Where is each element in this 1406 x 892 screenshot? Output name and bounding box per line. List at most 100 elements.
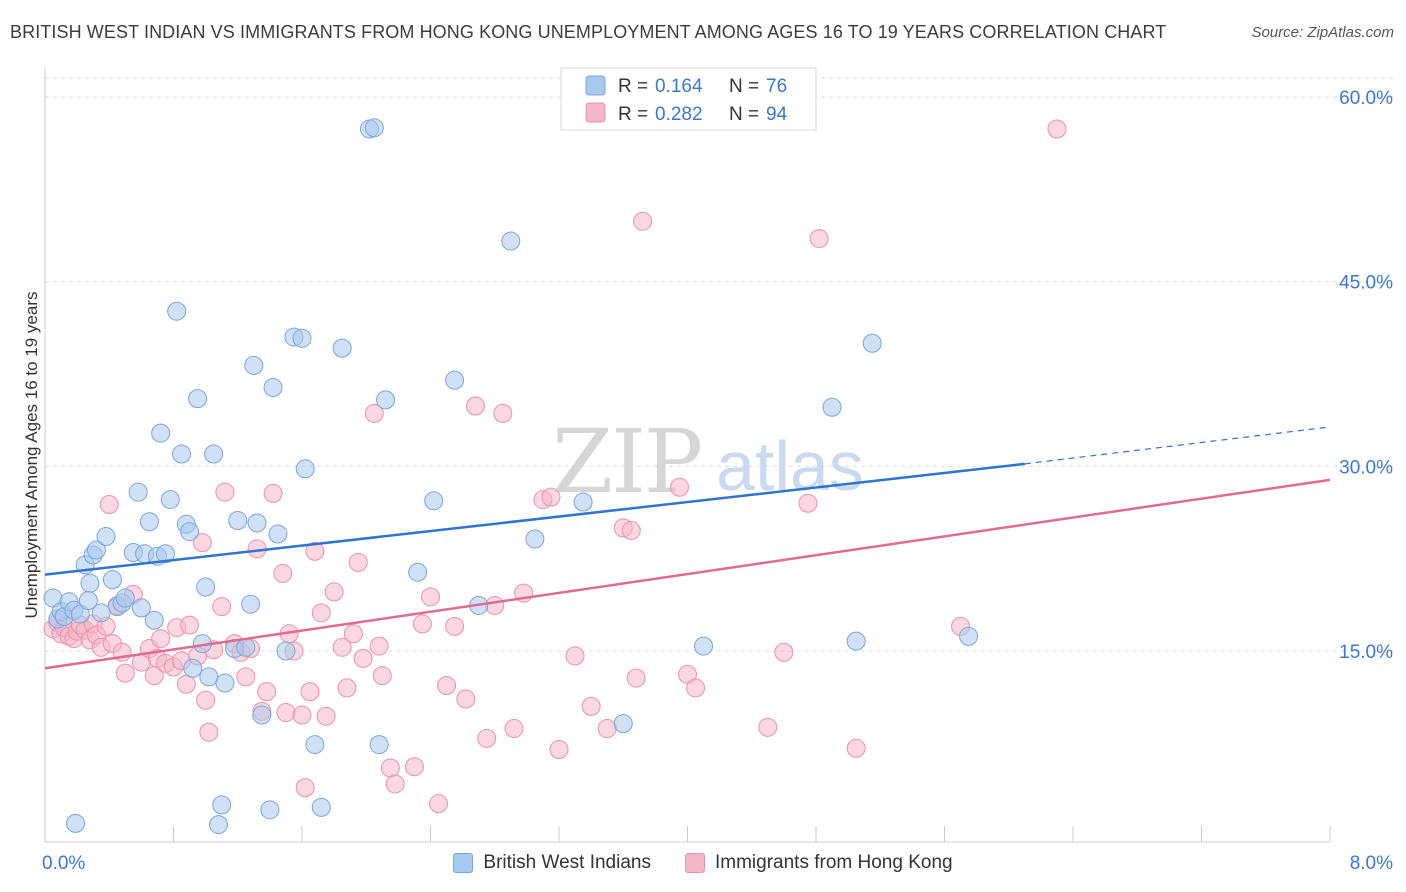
data-point-immigrants-from-hong-kong [337, 678, 357, 698]
x-tick-label-min: 0.0% [42, 853, 85, 874]
data-point-british-west-indians [66, 813, 86, 833]
data-point-immigrants-from-hong-kong [176, 674, 196, 694]
data-point-immigrants-from-hong-kong [809, 229, 829, 249]
legend-swatch-immigrants-from-hong-kong [684, 853, 705, 873]
data-point-british-west-indians [188, 389, 208, 409]
data-point-british-west-indians [613, 714, 633, 734]
watermark: ZIP atlas [552, 410, 864, 513]
data-point-british-west-indians [369, 735, 389, 755]
data-point-immigrants-from-hong-kong [493, 403, 513, 423]
data-point-british-west-indians [167, 301, 187, 321]
legend-label-immigrants-from-hong-kong: Immigrants from Hong Kong [714, 852, 953, 873]
data-point-immigrants-from-hong-kong [774, 642, 794, 662]
data-point-immigrants-from-hong-kong [621, 520, 641, 540]
data-point-british-west-indians [155, 544, 175, 564]
data-point-british-west-indians [180, 522, 200, 542]
legend-n-value-blue: 76 [766, 76, 787, 97]
y-axis-label-group: Unemployment Among Ages 16 to 19 years [22, 292, 41, 619]
series-immigrants-from-hong-kong [43, 119, 1067, 814]
legend-r-value-blue: 0.164 [655, 76, 703, 97]
data-point-immigrants-from-hong-kong [212, 597, 232, 617]
data-point-british-west-indians [96, 527, 116, 547]
data-point-british-west-indians [364, 118, 384, 138]
y-tick-label: 15.0% [1339, 642, 1393, 663]
trend-lines [44, 426, 1331, 670]
data-point-immigrants-from-hong-kong [263, 483, 283, 503]
data-point-immigrants-from-hong-kong [192, 533, 212, 553]
data-point-british-west-indians [525, 529, 545, 549]
trend-line-british-west-indians-extension [1024, 426, 1331, 465]
data-point-immigrants-from-hong-kong [369, 636, 389, 656]
data-point-immigrants-from-hong-kong [151, 629, 171, 649]
data-point-british-west-indians [376, 390, 396, 410]
data-point-british-west-indians [292, 328, 312, 348]
data-point-immigrants-from-hong-kong [292, 705, 312, 725]
source-credit: Source: ZipAtlas.com [1251, 24, 1394, 41]
data-point-immigrants-from-hong-kong [385, 774, 405, 794]
legend-r-label-pink: R = [618, 104, 648, 125]
data-point-immigrants-from-hong-kong [565, 646, 585, 666]
data-point-british-west-indians [151, 423, 171, 443]
data-point-immigrants-from-hong-kong [504, 719, 524, 739]
data-point-british-west-indians [196, 577, 216, 597]
data-point-british-west-indians [862, 333, 882, 353]
data-point-british-west-indians [276, 641, 296, 661]
data-point-immigrants-from-hong-kong [798, 493, 818, 513]
data-point-british-west-indians [236, 637, 256, 657]
data-point-immigrants-from-hong-kong [456, 689, 476, 709]
legend-swatch-british-west-indians [453, 853, 474, 873]
data-point-british-west-indians [91, 603, 111, 623]
data-point-british-west-indians [694, 636, 714, 656]
y-axis-label: Unemployment Among Ages 16 to 19 years [22, 292, 41, 619]
data-point-immigrants-from-hong-kong [549, 739, 569, 759]
data-point-immigrants-from-hong-kong [477, 728, 497, 748]
legend-n-label-blue: N = [729, 76, 759, 97]
data-point-immigrants-from-hong-kong [316, 706, 336, 726]
data-point-british-west-indians [305, 735, 325, 755]
data-point-british-west-indians [199, 667, 219, 687]
legend-swatch-blue [585, 75, 606, 96]
data-point-british-west-indians [445, 370, 465, 390]
data-point-british-west-indians [268, 524, 288, 544]
data-point-immigrants-from-hong-kong [332, 637, 352, 657]
data-point-immigrants-from-hong-kong [412, 614, 432, 634]
data-point-british-west-indians [215, 673, 235, 693]
watermark-atlas: atlas [716, 427, 864, 505]
x-tick-label-max: 8.0% [1350, 853, 1393, 874]
data-point-immigrants-from-hong-kong [364, 403, 384, 423]
data-point-british-west-indians [128, 482, 148, 502]
data-point-immigrants-from-hong-kong [541, 487, 561, 507]
data-point-immigrants-from-hong-kong [421, 587, 440, 607]
data-point-immigrants-from-hong-kong [311, 603, 331, 623]
data-point-immigrants-from-hong-kong [445, 616, 465, 636]
data-point-immigrants-from-hong-kong [300, 682, 320, 702]
data-point-immigrants-from-hong-kong [199, 722, 219, 742]
data-point-immigrants-from-hong-kong [236, 667, 256, 687]
data-point-immigrants-from-hong-kong [380, 758, 400, 778]
data-point-immigrants-from-hong-kong [633, 211, 653, 231]
legend-item-immigrants-from-hong-kong: Immigrants from Hong Kong [684, 852, 953, 874]
data-point-immigrants-from-hong-kong [305, 541, 325, 561]
data-point-immigrants-from-hong-kong [429, 794, 449, 814]
legend-n-label-pink: N = [729, 104, 759, 125]
data-point-immigrants-from-hong-kong [324, 582, 344, 602]
data-point-british-west-indians [573, 492, 593, 512]
data-point-british-west-indians [260, 800, 280, 820]
trend-line-immigrants-from-hong-kong [44, 478, 1331, 670]
data-point-british-west-indians [131, 598, 151, 618]
legend-n-value-pink: 94 [766, 104, 788, 125]
series-legend: British West Indians Immigrants from Hon… [0, 852, 1406, 874]
legend-item-british-west-indians: British West Indians [453, 852, 651, 874]
data-point-immigrants-from-hong-kong [115, 663, 135, 683]
data-point-immigrants-from-hong-kong [372, 666, 392, 686]
series-british-west-indians [43, 118, 979, 835]
trend-line-british-west-indians [44, 462, 1025, 576]
data-point-british-west-indians [139, 512, 159, 532]
data-point-immigrants-from-hong-kong [295, 778, 315, 798]
data-point-british-west-indians [80, 573, 100, 593]
data-point-british-west-indians [247, 513, 267, 533]
data-point-british-west-indians [252, 705, 272, 725]
data-point-immigrants-from-hong-kong [99, 494, 119, 514]
y-tick-label: 45.0% [1339, 273, 1393, 294]
